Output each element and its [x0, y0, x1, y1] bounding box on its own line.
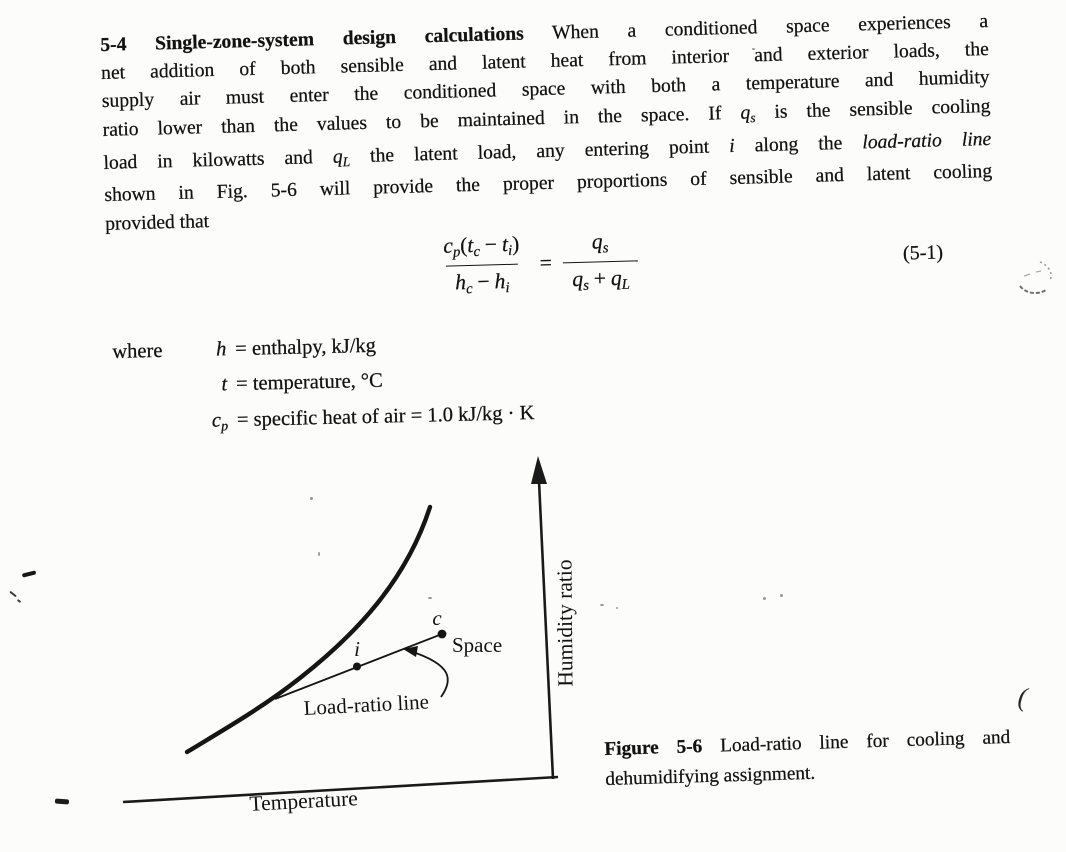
- lhs-denominator: hc − hi: [445, 263, 519, 299]
- sub-s: s: [583, 277, 590, 295]
- point-i-label: i: [354, 637, 360, 661]
- fraction-rhs: qs qs + qL: [562, 228, 640, 296]
- var-c: c: [442, 233, 454, 258]
- smudge-stroke: [1019, 285, 1047, 295]
- scan-speck: [752, 48, 755, 50]
- line-text: along the: [734, 131, 863, 157]
- y-axis-line: [537, 480, 555, 780]
- space-label: Space: [452, 633, 502, 657]
- saturation-curve: [184, 504, 433, 755]
- var-q: q: [571, 266, 584, 292]
- spacer: [114, 407, 203, 445]
- equation-block: cp(tc − ti) hc − hi = qs qs + qL: [434, 228, 640, 299]
- close-paren: ): [511, 231, 520, 256]
- where-keyword: where: [112, 339, 163, 363]
- y-axis-label: Humidity ratio: [552, 559, 577, 686]
- variable-qs: q: [740, 102, 751, 124]
- sub-c: c: [473, 243, 481, 260]
- sub-c: c: [465, 281, 473, 298]
- label-arrow: [409, 650, 449, 698]
- margin-mark: [21, 570, 37, 578]
- x-axis-label: Temperature: [249, 786, 358, 816]
- rhs-denominator: qs + qL: [562, 260, 640, 296]
- caption-figure-number: Figure 5-6: [604, 736, 703, 760]
- caption-text: Load-ratio line for cooling and: [701, 726, 1011, 758]
- lhs-numerator: cp(tc − ti): [434, 231, 529, 266]
- equation-number: (5-1): [902, 241, 944, 265]
- equals-sign: =: [539, 250, 553, 276]
- smudge-stroke: [1023, 270, 1042, 277]
- var-q: q: [610, 265, 622, 291]
- variable-qL: q: [332, 146, 343, 168]
- emphasis-load-ratio-line: load-ratio line: [862, 128, 992, 153]
- load-ratio-line-label: Load-ratio line: [303, 689, 429, 720]
- scan-speck: [780, 594, 783, 597]
- line-text: is the sensible cooling: [755, 95, 991, 123]
- var-c: c: [211, 409, 222, 432]
- minus-sign: −: [484, 232, 498, 257]
- line-text: provided that: [104, 210, 210, 235]
- scan-speck: [318, 552, 320, 556]
- stray-paren-mark: (: [1016, 681, 1029, 713]
- line-text: load in kilowatts and: [103, 146, 334, 174]
- y-axis-arrowhead: [531, 456, 547, 484]
- figure-canvas: i c Space Load-ratio line Temperature Hu…: [122, 456, 578, 816]
- spacer: [113, 371, 202, 409]
- scan-speck: [600, 604, 604, 606]
- point-i-dot: [353, 662, 361, 671]
- where-var-t: t: [201, 371, 228, 407]
- var-h: h: [215, 338, 227, 361]
- point-c-label: c: [432, 606, 442, 630]
- scan-speck: [428, 597, 432, 599]
- where-var-h: h: [200, 335, 227, 371]
- sub-s: s: [602, 240, 609, 257]
- pencil-smudge: [1019, 261, 1052, 295]
- where-block: where h = enthalpy, kJ/kg t = temperatur…: [112, 328, 535, 444]
- plus-sign: +: [593, 266, 607, 291]
- smudge-stroke: [1039, 261, 1052, 282]
- rhs-numerator: qs: [582, 229, 617, 262]
- margin-mark: [9, 590, 17, 598]
- point-c-dot: [437, 629, 447, 639]
- x-axis-line: [122, 775, 559, 804]
- var-h: h: [494, 269, 506, 294]
- where-def-cp: = specific heat of air = 1.0 kJ/kg · K: [236, 402, 535, 432]
- var-q: q: [591, 229, 603, 254]
- figure-caption: Figure 5-6 Load-ratio line for cooling a…: [604, 723, 1012, 794]
- scan-speck: [310, 497, 313, 500]
- scan-speck: [763, 597, 766, 600]
- scan-speck: [616, 607, 618, 609]
- fraction-lhs: cp(tc − ti) hc − hi: [434, 231, 530, 299]
- sub-L: L: [621, 276, 631, 293]
- margin-mark: [54, 798, 70, 804]
- where-var-cp: cp: [202, 406, 229, 442]
- var-h: h: [454, 270, 467, 295]
- margin-mark: [16, 599, 22, 604]
- minus-sign: −: [477, 269, 490, 294]
- label-arrowhead: [403, 646, 418, 657]
- body-paragraph: 5-4 Single-zone-system design calculatio…: [100, 8, 993, 239]
- sub-i: i: [505, 280, 510, 297]
